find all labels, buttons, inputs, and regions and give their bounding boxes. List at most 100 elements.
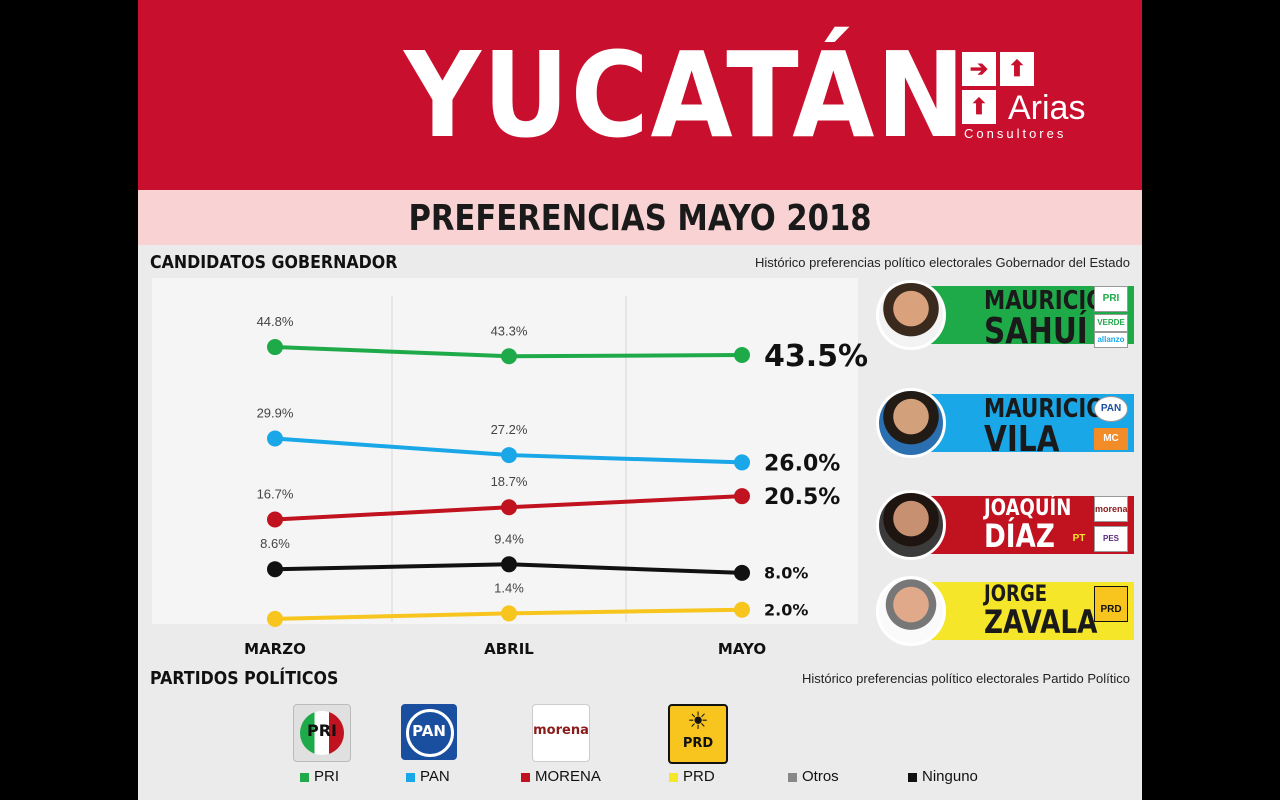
section-candidates-caption: Histórico preferencias político electora… <box>754 255 1130 270</box>
party-badge: morena <box>1094 496 1128 522</box>
candidate-last-name: DÍAZ <box>984 517 1055 555</box>
candidate-photo <box>876 388 946 458</box>
data-label: 9.4% <box>494 531 524 546</box>
legend-swatch <box>300 772 309 782</box>
end-value-label: 2.0% <box>764 600 808 619</box>
party-badge: MC <box>1094 428 1128 450</box>
end-value-label: 43.5% <box>764 339 868 374</box>
main-title: YUCATÁN <box>404 26 967 164</box>
line-chart: MARZO ABRIL MAYO 44.8% 43.3% 43.5% 29.9% 27.2% 2… <box>244 296 868 658</box>
section-candidates-title: CANDIDATOS GOBERNADOR <box>150 252 398 273</box>
candidate-card: JOAQUÍN DÍAZ morena PT PES <box>876 490 1134 560</box>
legend-swatch <box>788 772 797 782</box>
candidate-last-name: SAHUÍ <box>984 311 1088 352</box>
morena-logo-icon: morena <box>532 704 590 762</box>
end-value-label: 20.5% <box>764 485 840 510</box>
arias-logo: ➔ ⬆ ⬆ Arias Consultores <box>962 52 1112 152</box>
pri-logo-text: PRI <box>307 721 337 740</box>
legend-item: MORENA <box>521 768 601 785</box>
section-parties-caption: Histórico preferencias político electora… <box>801 671 1130 686</box>
subtitle: PREFERENCIAS MAYO 2018 <box>408 198 872 239</box>
end-value-label: 26.0% <box>764 451 840 476</box>
candidate-first-name: JOAQUÍN <box>984 496 1072 521</box>
data-point <box>734 564 750 581</box>
candidate-first-name: MAURICIO <box>984 394 1105 424</box>
candidate-photo <box>876 576 946 646</box>
candidate-photo <box>876 490 946 560</box>
legend-label: PRD <box>683 768 715 785</box>
section-candidates-header: CANDIDATOS GOBERNADOR Histórico preferen… <box>138 248 1142 278</box>
candidate-photo <box>876 280 946 350</box>
party-badge: PRD <box>1100 604 1122 615</box>
logo-name: Arias <box>1008 89 1086 127</box>
data-label: 18.7% <box>491 474 528 489</box>
party-badge: PRI <box>1094 286 1128 312</box>
data-point <box>267 561 283 578</box>
data-point <box>267 339 283 356</box>
data-point <box>267 511 283 528</box>
morena-logo-text: morena <box>533 723 589 738</box>
data-point <box>501 348 517 365</box>
party-badge: PES <box>1094 526 1128 552</box>
data-point <box>501 447 517 464</box>
logo-arrows-icon: ➔ ⬆ ⬆ <box>962 52 1042 128</box>
pan-logo-text: PAN <box>412 722 446 740</box>
section-parties-header: PARTIDOS POLÍTICOS Histórico preferencia… <box>138 664 1142 694</box>
data-point <box>267 610 283 627</box>
x-tick-label: MARZO <box>244 640 306 658</box>
data-point <box>734 347 750 364</box>
candidate-last-name: VILA <box>984 419 1060 460</box>
data-point <box>734 601 750 618</box>
legend-label: Otros <box>802 768 839 785</box>
data-point <box>734 488 750 505</box>
subtitle-band: PREFERENCIAS MAYO 2018 <box>138 190 1142 245</box>
legend-swatch <box>669 772 678 782</box>
candidate-card: MAURICIO SAHUÍ PRI VERDE allanzo <box>876 280 1134 350</box>
pan-logo-icon: PAN <box>401 704 457 760</box>
legend-label: Ninguno <box>922 768 978 785</box>
data-label: 27.2% <box>491 422 528 437</box>
legend-item: PAN <box>406 768 450 785</box>
header-banner: YUCATÁN ➔ ⬆ ⬆ Arias Consultores <box>138 0 1142 190</box>
candidate-last-name: ZAVALA <box>984 603 1098 641</box>
legend-swatch <box>521 772 530 782</box>
legend-label: MORENA <box>535 768 601 785</box>
data-point <box>501 499 517 516</box>
pri-logo-icon: PRI <box>293 704 351 762</box>
data-label: 43.3% <box>491 323 528 338</box>
data-label: 29.9% <box>257 405 294 420</box>
candidate-card: MAURICIO VILA PAN MC <box>876 388 1134 458</box>
prd-logo-text: PRD <box>682 736 714 751</box>
infographic-card: YUCATÁN ➔ ⬆ ⬆ Arias Consultores PREFEREN… <box>138 0 1142 800</box>
legend-item: Ninguno <box>908 768 978 785</box>
logo-subtitle: Consultores <box>964 126 1067 141</box>
data-label: 44.8% <box>257 314 294 329</box>
legend-swatch <box>406 772 415 782</box>
legend-item: Otros <box>788 768 839 785</box>
x-tick-label: ABRIL <box>484 640 534 658</box>
data-label: 16.7% <box>257 487 294 502</box>
legend-label: PRI <box>314 768 340 785</box>
candidate-card: JORGE ZAVALA PRD <box>876 576 1134 646</box>
party-badge: PT <box>1066 526 1092 552</box>
party-badge: allanzo <box>1094 332 1128 348</box>
prd-sun-icon: PRD <box>1094 586 1128 622</box>
data-point <box>501 605 517 622</box>
party-badge: VERDE <box>1094 314 1128 332</box>
data-point <box>501 556 517 573</box>
legend-item: PRI <box>300 768 339 785</box>
candidate-first-name: MAURICIO <box>984 286 1105 316</box>
end-value-label: 8.0% <box>764 564 808 583</box>
section-parties-title: PARTIDOS POLÍTICOS <box>150 668 339 689</box>
legend-label: PAN <box>420 768 450 785</box>
data-label: 8.6% <box>260 536 290 551</box>
data-point <box>734 454 750 471</box>
data-label: 1.4% <box>494 580 524 595</box>
legend-swatch <box>908 772 917 782</box>
x-tick-label: MAYO <box>718 640 766 658</box>
candidate-first-name: JORGE <box>984 582 1048 607</box>
party-badge: PAN <box>1094 396 1128 422</box>
data-point <box>267 430 283 447</box>
legend-item: PRD <box>669 768 715 785</box>
prd-logo-icon: ☀ PRD <box>668 704 728 764</box>
